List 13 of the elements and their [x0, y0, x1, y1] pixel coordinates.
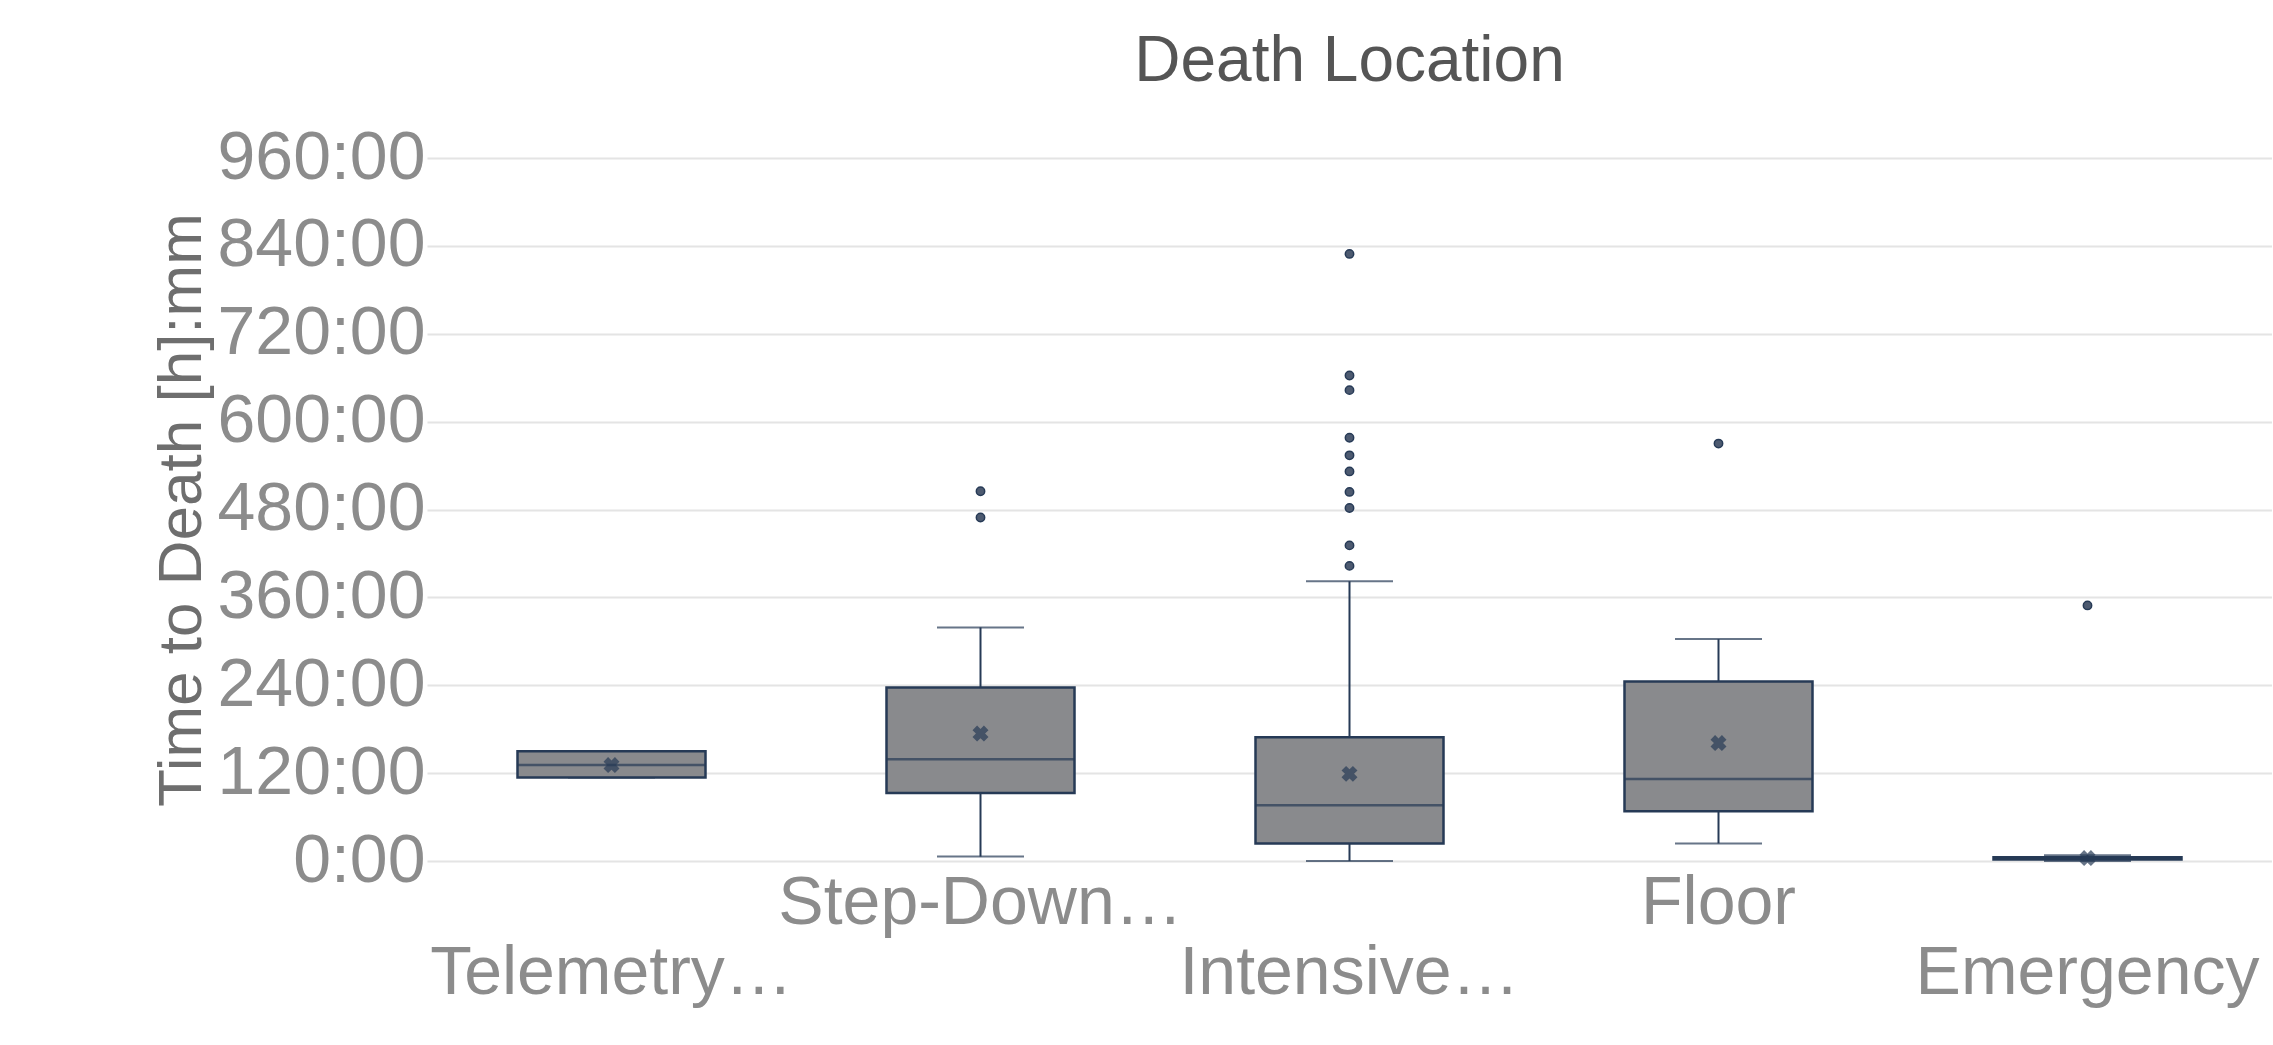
- y-tick-label: 960:00: [217, 116, 426, 193]
- x-tick-label: Floor: [1641, 861, 1796, 938]
- y-tick-label: 120:00: [217, 731, 426, 808]
- y-tick-label: 600:00: [217, 380, 426, 457]
- y-tick-label: 840:00: [217, 204, 426, 281]
- chart-title: Death Location: [1134, 23, 1565, 95]
- y-tick-label: 480:00: [217, 468, 426, 544]
- y-tick-label: 360:00: [217, 555, 426, 632]
- y-tick-label: 0:00: [293, 819, 426, 896]
- x-tick-label: Emergency: [1915, 931, 2260, 1008]
- y-tick-label: 240:00: [217, 643, 426, 720]
- y-axis-title: Time to Death [h]:mm: [144, 213, 214, 807]
- y-tick-label: 720:00: [217, 292, 426, 369]
